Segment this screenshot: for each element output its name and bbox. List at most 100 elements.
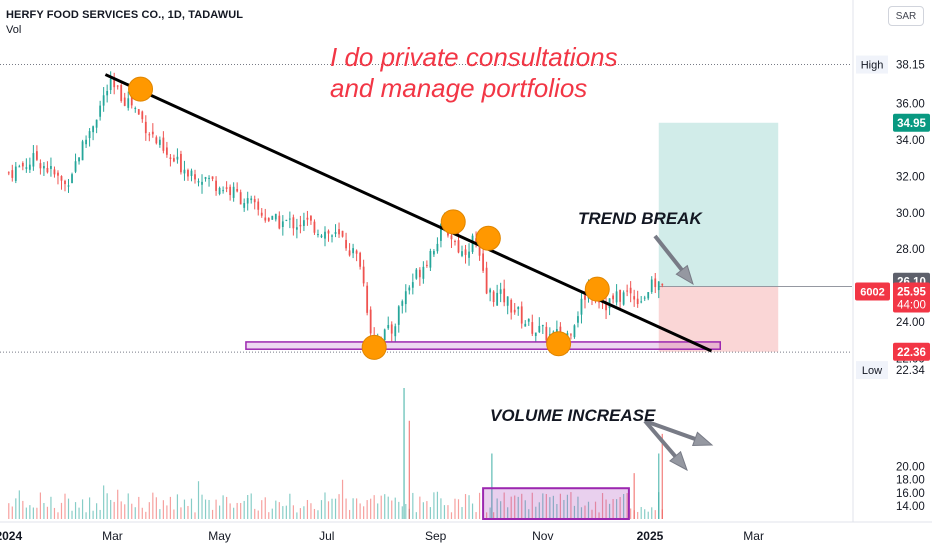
volume-highlight-box [482,487,630,520]
candle-body [211,176,214,179]
price-tick-label: 20.00 [896,462,925,474]
candle-body [320,235,323,238]
candle-body [67,185,70,187]
candle-body [208,177,210,179]
candle-body [355,250,358,254]
candle-body [622,292,625,305]
target-zone [658,122,779,287]
candle-body [338,229,340,235]
candle-body [369,309,372,334]
candle-body [169,157,172,159]
candle-body [471,235,474,252]
candle-body [324,231,326,239]
candle-body [102,95,105,106]
time-tick-label: 2024 [0,529,22,543]
candle-body [317,234,319,236]
candle-body [422,266,425,279]
candle-body [327,230,330,234]
volume-indicator-label[interactable]: Vol [6,24,22,36]
candle-body [503,288,506,303]
candle-body [492,291,495,303]
candle-body [510,299,513,313]
candle-body [531,322,534,334]
candle-body [18,166,21,168]
candle-body [619,289,622,302]
price-tick-label: 30.00 [896,208,925,220]
candle-body [173,158,175,162]
candle-body [204,177,207,179]
candle-body [436,243,439,252]
candle-body [545,326,548,341]
candle-body [246,198,249,204]
candle-body [496,292,499,306]
candle-body [35,151,38,160]
candle-body [415,269,418,279]
svg-text:6002: 6002 [860,286,884,298]
candle-body [106,91,109,96]
candle-body [53,169,56,175]
candle-body [285,219,288,221]
low-value: 22.34 [896,365,925,377]
currency-button[interactable]: SAR [888,6,924,26]
price-tick-label: 36.00 [896,99,925,111]
candle-body [334,232,337,234]
candle-body [11,170,14,178]
candle-body [524,323,527,327]
time-tick-label: Jul [319,529,334,543]
candle-body [218,187,221,194]
candle-body [605,302,607,311]
candle-body [187,170,189,177]
candle-body [348,250,351,256]
candle-body [116,85,119,87]
candles [7,71,664,353]
candle-body [310,216,312,221]
candle-body [450,235,453,240]
candle-body [274,213,277,220]
candle-body [88,131,91,139]
candle-body [14,166,17,181]
candle-body [383,329,386,341]
candle-body [130,95,133,106]
stop-zone [658,286,779,352]
candle-body [148,134,151,136]
candle-body [468,251,470,258]
price-tick-label: 34.00 [896,135,925,147]
touch-point-circle [475,225,501,251]
candle-body [25,167,28,169]
candle-body [260,212,263,216]
candle-body [71,174,73,184]
candle-body [454,241,456,243]
candle-body [162,137,165,151]
candle-body [113,79,116,88]
candle-body [440,224,442,241]
symbol-title: HERFY FOOD SERVICES CO., 1D, TADAWUL [6,9,244,21]
support-zone [245,341,721,350]
candle-body [654,278,657,288]
candle-body [461,251,463,256]
candle-body [433,251,435,255]
candle-body [64,180,66,185]
candle-body [425,264,428,266]
candle-body [640,301,643,303]
svg-text:25.95: 25.95 [897,286,926,298]
candle-body [74,161,77,172]
candle-body [120,84,123,101]
candle-body [489,289,492,293]
candle-body [534,332,537,336]
candle-body [158,139,161,145]
candle-body [229,186,232,196]
candle-body [552,331,555,333]
trend-break-label: TREND BREAK [578,209,703,228]
candle-body [232,186,235,198]
candle-body [21,163,24,167]
trend-break-arrow [653,234,694,286]
candle-body [475,238,477,245]
svg-text:22.36: 22.36 [897,347,926,359]
candle-body [517,306,520,310]
trendline [104,73,713,353]
touch-point-circle [361,334,387,360]
candle-body [215,180,217,191]
candle-body [109,78,112,91]
